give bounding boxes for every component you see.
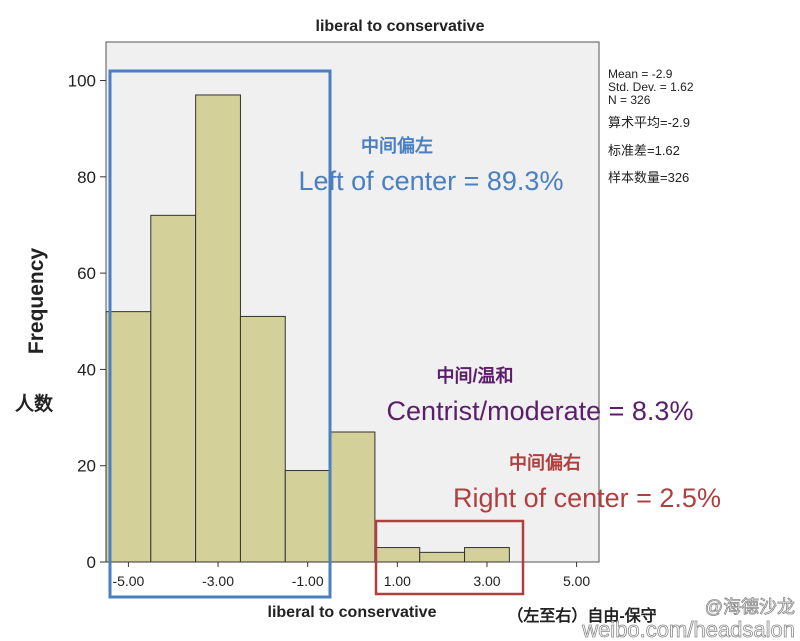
x-tick-label-0: -5.00 (112, 573, 144, 589)
centrist-label-cn: 中间/温和 (436, 365, 513, 386)
right-of-center-box (374, 519, 525, 596)
right-of-center-label: Right of center = 2.5% (453, 483, 721, 513)
stat-std-dev-cn: 标准差=1.62 (608, 143, 680, 158)
left-of-center-label: Left of center = 89.3% (299, 166, 564, 196)
y-tick-label-3: 60 (77, 264, 96, 283)
watermark-url: weibo.com/headsalon (581, 617, 795, 641)
y-axis-label: Frequency (25, 248, 48, 355)
stat-n-cn: 样本数量=326 (608, 170, 689, 185)
histogram-bar-8 (464, 547, 510, 563)
histogram-bar-0 (105, 311, 152, 563)
left-of-center-box (108, 69, 332, 599)
histogram-bar-6 (374, 547, 421, 563)
y-tick-label-5: 100 (68, 72, 96, 91)
x-tick-label-2: -1.00 (292, 573, 324, 589)
bars-group (105, 94, 510, 563)
histogram-bar-5 (329, 431, 376, 563)
y-tick-label-0: 0 (87, 553, 96, 572)
x-tick-label-4: 3.00 (473, 573, 500, 589)
x-axis-ticks: -5.00 -3.00 -1.00 1.00 3.00 5.00 (112, 562, 590, 589)
histogram-bar-3 (239, 315, 286, 563)
x-axis-label-cn: （左至右）自由-保守 (507, 606, 656, 625)
x-tick-label-3: 1.00 (384, 573, 411, 589)
x-tick-label-5: 5.00 (563, 573, 590, 589)
x-tick-label-1: -3.00 (202, 573, 234, 589)
right-of-center-label-cn: 中间偏右 (509, 452, 581, 473)
watermark-handle: @海德沙龙 (705, 597, 795, 617)
y-axis-ticks: 0 20 40 60 80 100 (68, 72, 106, 572)
y-tick-label-4: 80 (77, 168, 96, 187)
histogram-bar-1 (150, 214, 197, 563)
stat-mean: Mean = -2.9 (608, 67, 673, 81)
y-tick-label-2: 40 (77, 360, 96, 379)
stat-n: N = 326 (608, 93, 651, 107)
y-axis-label-cn: 人数 (15, 392, 54, 415)
histogram-bar-7 (419, 551, 466, 563)
histogram-bar-4 (284, 470, 331, 563)
stat-mean-cn: 算术平均=-2.9 (608, 115, 690, 130)
left-of-center-label-cn: 中间偏左 (361, 135, 433, 156)
chart-title: liberal to conservative (316, 18, 485, 35)
stat-std-dev: Std. Dev. = 1.62 (608, 80, 694, 94)
histogram-bar-2 (195, 94, 241, 563)
x-axis-label: liberal to conservative (268, 604, 437, 621)
centrist-label: Centrist/moderate = 8.3% (387, 396, 694, 426)
y-tick-label-1: 20 (77, 457, 96, 476)
